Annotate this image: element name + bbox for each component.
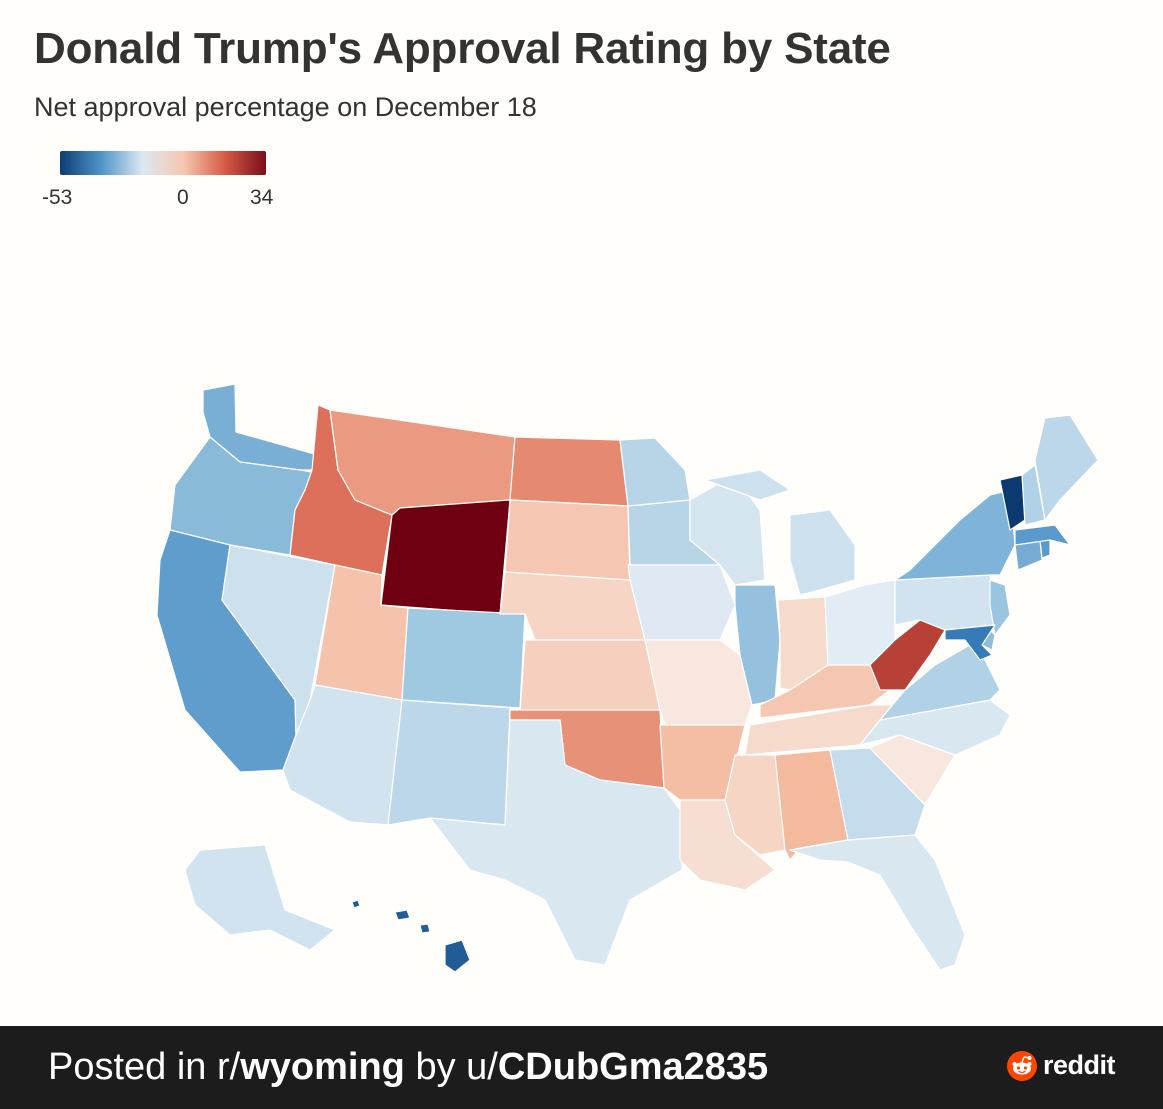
reddit-footer: Posted in r/wyoming by u/CDubGma2835 red… (0, 1026, 1163, 1109)
legend-max-label: 34 (250, 186, 274, 206)
state-wy (380, 499, 511, 615)
us-state-map (156, 383, 1099, 973)
state-ks (519, 639, 661, 713)
state-wv (869, 619, 946, 691)
state-wa (202, 383, 319, 471)
state-ga (829, 747, 926, 841)
state-nm (387, 699, 511, 826)
state-me (1034, 414, 1099, 521)
state-fl (789, 834, 966, 971)
legend-color-scale (60, 151, 266, 175)
legend-mid-label: 0 (177, 186, 189, 206)
state-il (734, 584, 781, 706)
reddit-wordmark: reddit (1042, 1050, 1116, 1080)
state-pa (894, 574, 1001, 631)
state-sd (504, 499, 631, 581)
posted-in-label: Posted in r/ (48, 1046, 241, 1088)
reddit-alien-icon (1006, 1050, 1037, 1081)
state-mo (644, 639, 753, 726)
state-ny (894, 489, 1016, 581)
state-co (401, 607, 526, 709)
post-attribution: Posted in r/wyoming by u/CDubGma2835 (48, 1046, 768, 1089)
state-ak (184, 844, 336, 951)
state-ia (627, 564, 736, 641)
state-nd (509, 436, 629, 507)
state-mi (704, 469, 856, 596)
state-mt (329, 409, 516, 516)
legend-min-label: -53 (42, 186, 73, 206)
chart-title: Donald Trump's Approval Rating by State (34, 24, 891, 73)
by-label: by u/ (404, 1046, 498, 1088)
subreddit-link[interactable]: wyoming (240, 1046, 405, 1088)
reddit-logo[interactable]: reddit (1006, 1050, 1116, 1081)
chart-subtitle: Net approval percentage on December 18 (34, 92, 537, 122)
state-ma (1014, 524, 1071, 546)
user-link[interactable]: CDubGma2835 (497, 1046, 769, 1088)
state-nj (989, 579, 1011, 636)
state-md (944, 624, 996, 661)
state-hi (351, 899, 471, 973)
